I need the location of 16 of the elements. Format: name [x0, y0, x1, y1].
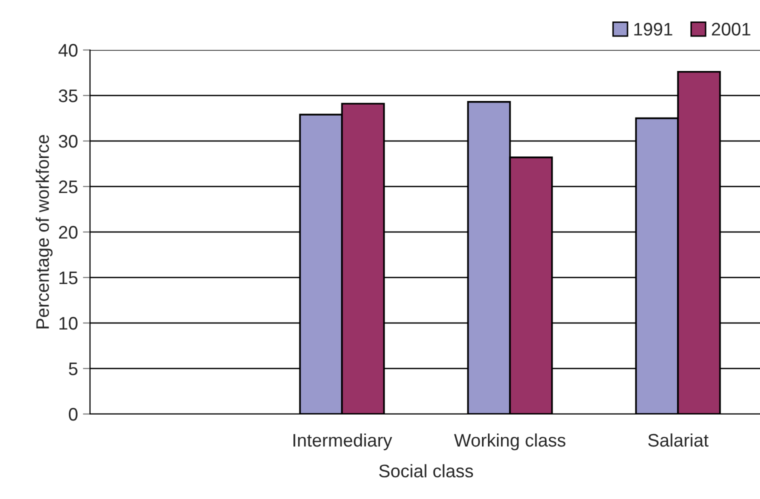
- y-tick-label: 0: [68, 408, 78, 421]
- y-tick-label: 20: [59, 226, 78, 239]
- x-tick-label: Working class: [454, 433, 566, 450]
- y-tick-label: 35: [58, 89, 78, 102]
- legend-label: 1991: [634, 22, 672, 36]
- x-tick-label: Salariat: [648, 433, 708, 447]
- y-axis-title: Percentage of workforce: [36, 134, 53, 328]
- y-tick-label: 15: [59, 272, 78, 284]
- y-tick-label: 10: [59, 316, 78, 330]
- y-tick-label: 30: [58, 134, 78, 148]
- x-tick-label: Intermediary: [294, 433, 392, 450]
- y-tick-label: 5: [68, 362, 78, 376]
- y-tick-label: 25: [59, 180, 78, 194]
- y-tick-label: 40: [58, 44, 78, 57]
- legend-label: 2001: [712, 22, 750, 36]
- x-axis-title: Social class: [379, 464, 474, 478]
